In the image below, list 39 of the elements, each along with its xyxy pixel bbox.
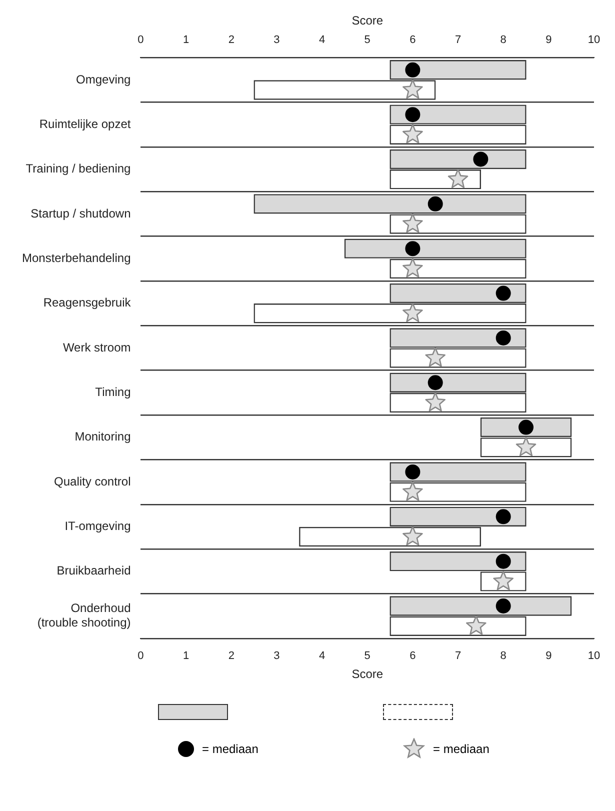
x-tick-label: 3	[274, 34, 280, 46]
x2-tick-label: 7	[454, 650, 462, 662]
x2-tick-label: 6	[410, 650, 416, 662]
y-tick-label: Monitoring	[74, 430, 131, 444]
x-tick-label: 5	[364, 34, 370, 46]
x-tick-label: 2	[228, 34, 234, 46]
y-tick-label: Startup / shutdown	[30, 206, 131, 220]
y-tick-label: Ruimtelijke opzet	[39, 116, 132, 131]
x-tick-label: 7	[454, 34, 462, 46]
x-axis-title: Score	[352, 667, 384, 682]
x-tick-label: 4	[318, 34, 326, 46]
x2-tick-label: 3	[274, 650, 280, 662]
y-tick-label: Reagensgebruik	[43, 296, 132, 310]
y-tick-label: Omgeving	[76, 72, 131, 86]
y-tick-label: Quality control	[54, 474, 131, 488]
x2-tick-label: 9	[546, 650, 552, 662]
x2-axis-title: Score	[352, 14, 384, 28]
y-tick-label: IT-omgeving	[64, 519, 131, 534]
x2-tick-label: 0	[138, 650, 144, 662]
x-tick-label: 9	[546, 34, 552, 46]
x-tick-label: 8	[500, 34, 506, 46]
y-tick-label: Training / bediening	[26, 162, 131, 176]
x2-tick-label: 8	[500, 650, 506, 662]
x-tick-label: 10	[588, 34, 600, 46]
legend-label: = mediaan	[433, 742, 490, 756]
x2-tick-label: 5	[364, 650, 370, 662]
x-tick-label: 6	[410, 34, 416, 46]
x2-tick-label: 1	[183, 650, 190, 662]
y-tick-label: Onderhoud (trouble shooting)	[37, 601, 131, 630]
x2-tick-label: 4	[318, 650, 326, 662]
y-tick-label: Monsterbehandeling	[22, 250, 131, 265]
legend-label: = mediaan	[202, 742, 258, 756]
x2-tick-label: 10	[588, 650, 600, 662]
x-tick-label: 1	[183, 34, 190, 46]
x-tick-label: 0	[138, 34, 144, 46]
x2-tick-label: 2	[228, 650, 234, 662]
y-tick-label: Werk stroom	[62, 340, 131, 354]
y-tick-label: Bruikbaarheid	[56, 564, 131, 578]
y-tick-label: Timing	[95, 384, 131, 399]
